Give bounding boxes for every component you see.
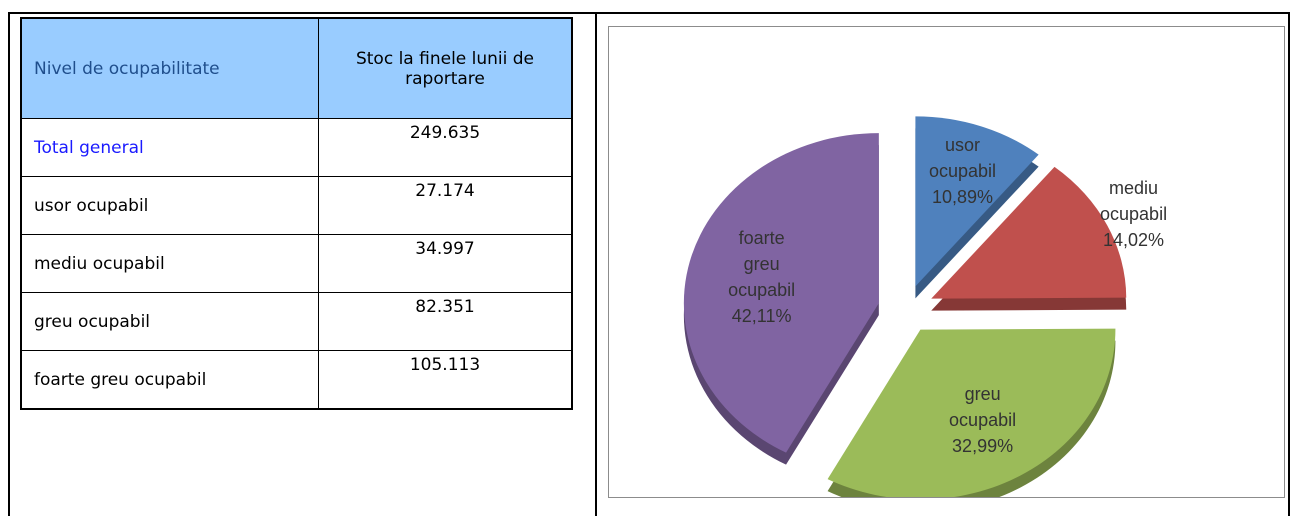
pie-label-value: 14,02% — [1103, 230, 1165, 251]
pie-svg — [683, 116, 1127, 497]
table-row: foarte greu ocupabil 105.113 — [20, 350, 573, 410]
chart: usor ocupabil 10,89% mediu ocupabil 14,02% g… — [608, 26, 1285, 498]
table-cell: 27.174 — [318, 176, 573, 235]
data-table: Nivel de ocupabilitate Stoc la finele lun… — [20, 17, 573, 410]
pie-slice — [931, 166, 1127, 299]
table-row: usor ocupabil 27.174 — [20, 176, 573, 235]
frame-divider — [595, 12, 597, 516]
pie-label: mediu ocupabil 14,02% — [1094, 175, 1174, 253]
table-row: Total general 249.635 — [20, 118, 573, 177]
table-cell: usor ocupabil — [20, 176, 319, 235]
pie-label-value: 10,89% — [931, 187, 994, 208]
pie-slice — [683, 133, 879, 453]
pie-label-category: greu ocupabil — [949, 383, 1017, 430]
frame-left — [8, 12, 10, 516]
table-cell: 34.997 — [318, 234, 573, 293]
table-cell: 249.635 — [318, 118, 573, 177]
header-cell: Stoc la finele lunii de raportare — [318, 17, 573, 119]
table-cell: 82.351 — [318, 292, 573, 351]
pie-label-category: mediu ocupabil — [1100, 178, 1168, 225]
table-cell: greu ocupabil — [20, 292, 319, 351]
pie-label: greu ocupabil 32,99% — [943, 381, 1023, 459]
pie-slice — [827, 328, 1116, 497]
pie-label-category: usor ocupabil — [928, 135, 997, 182]
pie-label-category: foarte greu ocupabil — [728, 228, 796, 301]
header-row: Nivel de ocupabilitate Stoc la finele lun… — [20, 17, 573, 119]
table-cell: Total general — [20, 118, 319, 177]
pie-label: usor ocupabil 10,89% — [922, 132, 1002, 210]
table-row: greu ocupabil 82.351 — [20, 292, 573, 351]
frame-right — [1288, 12, 1290, 516]
pie-label-value: 32,99% — [952, 435, 1014, 456]
frame-top — [8, 12, 1290, 14]
table-cell: mediu ocupabil — [20, 234, 319, 293]
pie-slice — [915, 116, 1039, 287]
table-cell: foarte greu ocupabil — [20, 350, 319, 410]
pie-label-value: 42,11% — [731, 306, 792, 327]
pie-label: foarte greu ocupabil 42,11% — [722, 225, 802, 329]
table-cell: 105.113 — [318, 350, 573, 410]
table-row: mediu ocupabil 34.997 — [20, 234, 573, 293]
header-cell: Nivel de ocupabilitate — [20, 17, 319, 119]
